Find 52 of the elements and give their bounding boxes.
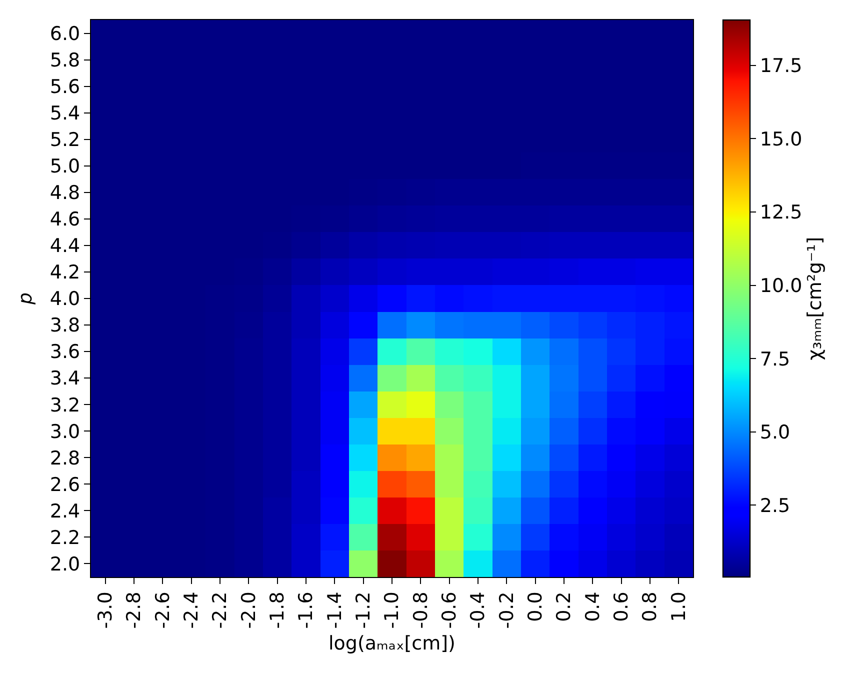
color-bar-label: 12.5 <box>760 202 802 224</box>
x-tick-label: -1.6 <box>295 592 318 629</box>
y-tick-label: 3.4 <box>50 368 80 390</box>
color-bar-label: 7.5 <box>760 348 790 370</box>
y-tick-label: 3.2 <box>50 394 80 416</box>
x-tick-label: -0.4 <box>467 592 490 629</box>
y-tick-label: 3.6 <box>50 341 80 364</box>
y-tick-label: 6.0 <box>50 22 80 45</box>
y-tick-label: 5.6 <box>50 76 80 98</box>
x-tick-label: -2.2 <box>209 592 232 629</box>
x-tick-label: 0.0 <box>524 592 547 622</box>
x-tick-label: 0.2 <box>553 592 576 622</box>
y-tick-label: 3.0 <box>50 420 80 443</box>
x-tick-label: -2.4 <box>180 592 203 629</box>
x-tick-label: 1.0 <box>668 592 690 622</box>
color-bar-label: 10.0 <box>760 274 802 297</box>
y-tick-label: 5.2 <box>50 129 80 152</box>
x-tick-label: -0.8 <box>410 592 432 629</box>
y-tick-label: 4.4 <box>50 235 80 258</box>
y-tick-label: 5.4 <box>50 102 80 124</box>
y-tick-label: 2.8 <box>50 447 80 470</box>
y-tick-label: 4.8 <box>50 182 80 204</box>
x-tick-label: 0.6 <box>610 592 633 622</box>
y-tick-label: 2.6 <box>50 474 80 496</box>
y-tick-label: 5.8 <box>50 49 80 72</box>
y-tick-label: 4.0 <box>50 288 80 310</box>
x-tick-label: -2.0 <box>238 592 260 629</box>
x-axis-title: log(aₘₐₓ[cm]) <box>328 632 456 655</box>
x-tick-label: -1.4 <box>324 592 346 629</box>
x-tick-label: -1.8 <box>266 592 289 629</box>
x-tick-label: -0.2 <box>496 592 518 629</box>
x-tick-label: -3.0 <box>94 592 117 629</box>
x-tick-label: -2.6 <box>152 592 174 629</box>
x-tick-label: 0.8 <box>639 592 662 622</box>
color-bar-label: 15.0 <box>760 128 802 150</box>
x-tick-label: -1.0 <box>381 592 404 629</box>
y-tick-label: 4.6 <box>50 208 80 231</box>
y-axis-title: p <box>14 292 37 306</box>
color-bar-label: 2.5 <box>760 494 790 517</box>
x-tick-label: -0.6 <box>438 592 461 629</box>
x-tick-label: -2.8 <box>123 592 146 629</box>
x-tick-label: -1.2 <box>352 592 375 629</box>
y-tick-label: 5.0 <box>50 156 80 178</box>
color-bar-title: χ₃ₘₘ[cm²g⁻¹] <box>804 236 826 360</box>
color-bar-label: 5.0 <box>760 422 790 444</box>
y-tick-label: 3.8 <box>50 314 80 337</box>
y-tick-label: 2.0 <box>50 553 80 576</box>
y-tick-label: 2.2 <box>50 526 80 549</box>
x-tick-label: 0.4 <box>582 592 604 622</box>
color-bar-label: 17.5 <box>760 55 802 78</box>
y-tick-label: 2.4 <box>50 500 80 522</box>
y-tick-label: 4.2 <box>50 262 80 284</box>
